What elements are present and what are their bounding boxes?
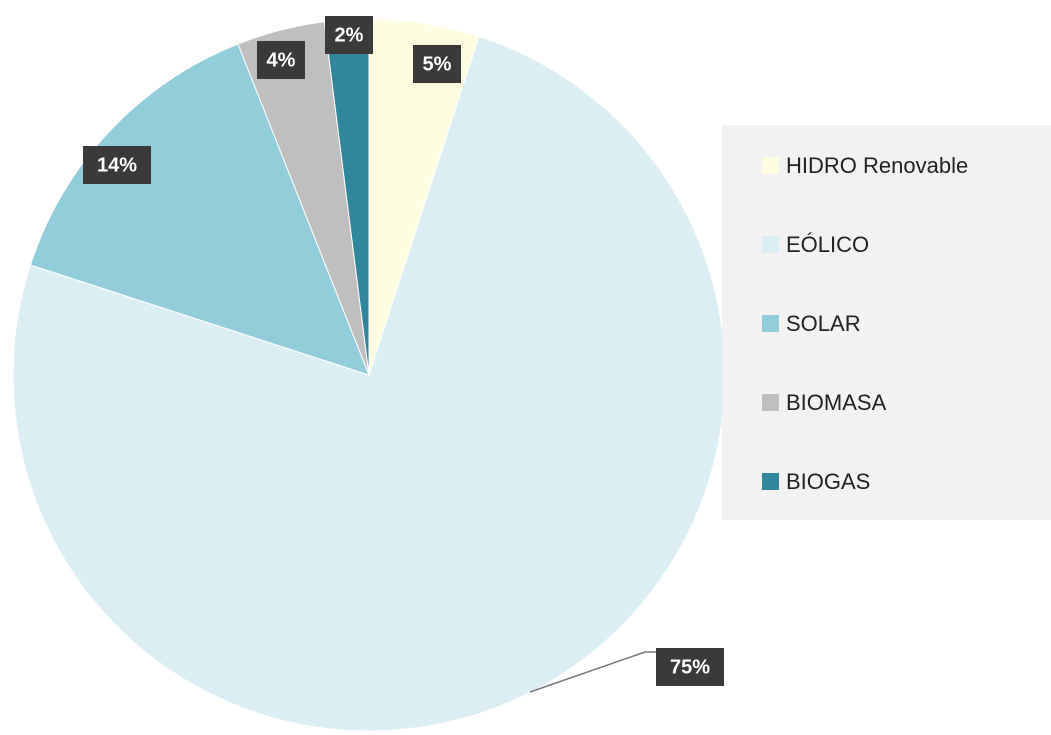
pie-slice [29,43,370,376]
data-label: 5% [423,53,452,75]
legend-label: BIOMASA [786,390,887,415]
legend-swatch [762,394,779,411]
pie [12,18,726,732]
legend-label: BIOGAS [786,469,870,494]
legend-label: SOLAR [786,311,861,336]
data-label: 14% [97,154,137,176]
data-label: 4% [267,49,296,71]
legend-swatch [762,157,779,174]
data-label-box [656,648,724,686]
data-label-box [325,16,373,54]
legend-swatch [762,236,779,253]
data-label-box [257,41,305,79]
data-label-box [83,146,151,184]
legend-label: EÓLICO [786,232,869,257]
legend-label: HIDRO Renovable [786,153,968,178]
data-label-box [413,45,461,83]
leader-line [529,651,660,693]
legend-swatch [762,473,779,490]
data-label: 2% [335,24,364,46]
legend-swatch [762,315,779,332]
data-label: 75% [670,656,710,678]
